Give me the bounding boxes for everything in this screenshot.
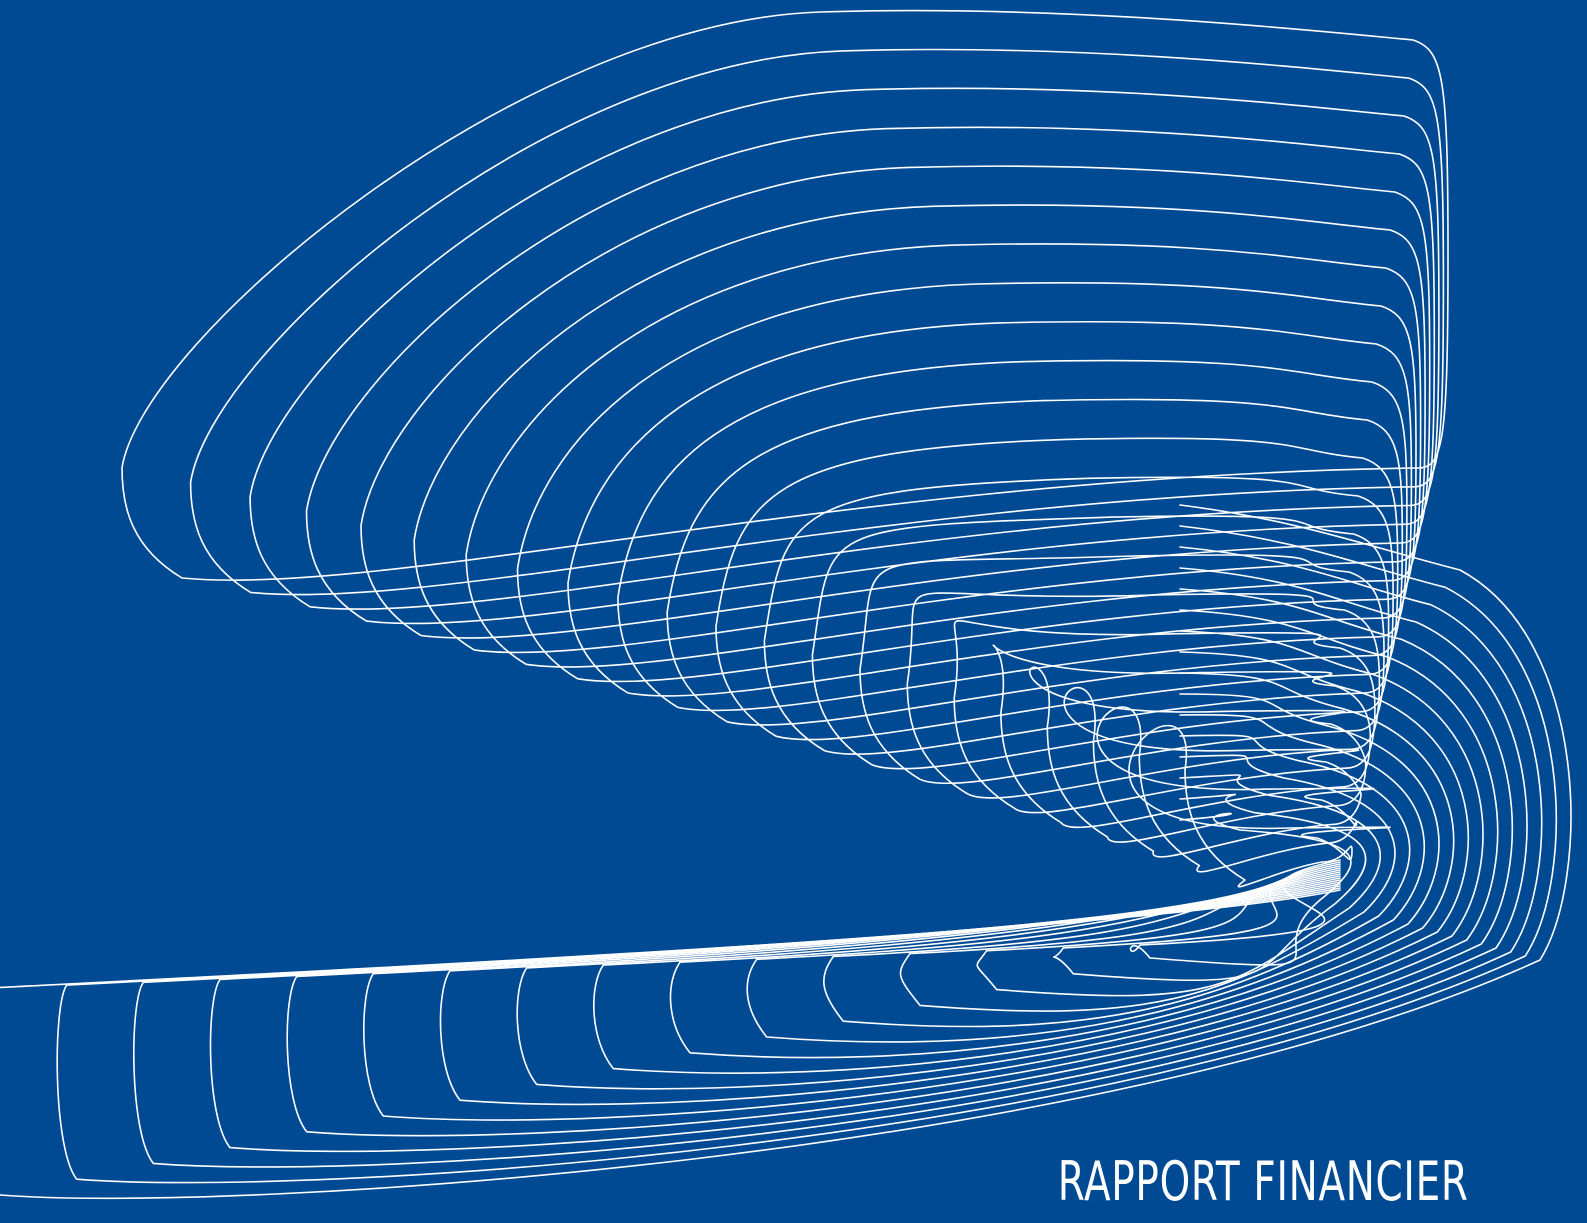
spiral-loop-line	[121, 9, 1449, 581]
spiral-loop-line	[617, 359, 1408, 712]
spiral-loop-line	[360, 165, 1431, 639]
ribbon-loop-line	[516, 651, 1470, 1090]
spiral-loop-line	[715, 437, 1399, 741]
ribbon-loop-line	[1053, 793, 1367, 982]
report-title: RAPPORT FINANCIER	[1058, 1150, 1469, 1213]
spiral-loop-line	[567, 320, 1413, 697]
upper-spiral-loops	[121, 9, 1449, 888]
lower-ribbon-loops	[0, 504, 1572, 1200]
ribbon-loop-line	[56, 525, 1557, 1184]
spiral-loop-line	[516, 282, 1417, 683]
ribbon-loop-line	[286, 588, 1514, 1137]
spiral-loop-line	[763, 476, 1394, 755]
spiral-loop-line	[666, 398, 1404, 726]
ribbon-loop-line	[209, 567, 1528, 1153]
spiral-loop-line	[1028, 666, 1367, 843]
ribbon-loop-line	[439, 630, 1484, 1106]
spiral-loop-line	[189, 48, 1445, 596]
ribbon-loop-line	[1129, 812, 1352, 966]
spiral-loop-line	[413, 204, 1426, 654]
spiral-loop-line	[953, 620, 1376, 814]
spiral-loop-line	[465, 243, 1422, 668]
spiral-loop-line	[249, 87, 1440, 610]
ribbon-loop-line	[363, 609, 1499, 1121]
spiral-loop-line	[1063, 686, 1362, 858]
spiral-loop-line	[811, 515, 1390, 770]
spiral-loop-line	[305, 126, 1436, 625]
